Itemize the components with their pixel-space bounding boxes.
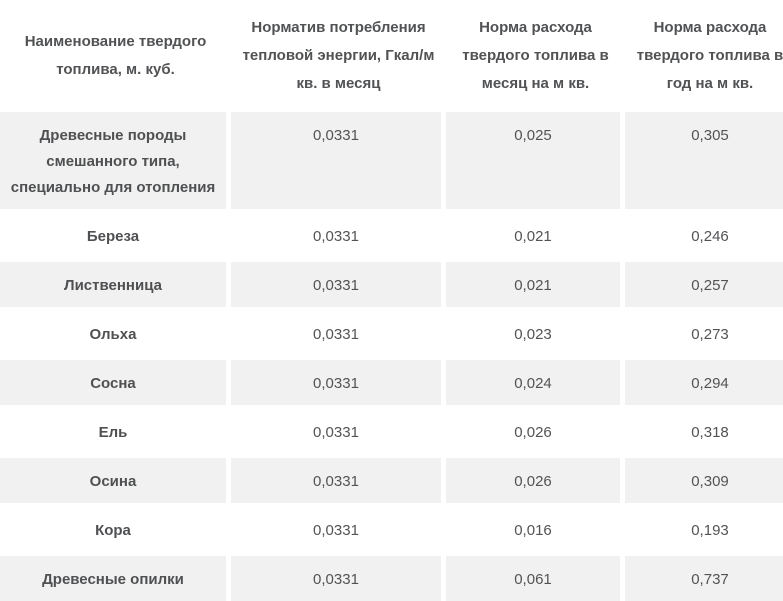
monthly-norm-cell: 0,025: [446, 112, 625, 213]
table-row: Ель 0,0331 0,026 0,318: [0, 409, 783, 458]
fuel-name-cell: Древесные породы смешанного типа, специа…: [0, 112, 231, 213]
heat-energy-norm-cell: 0,0331: [231, 507, 446, 556]
fuel-name-cell: Сосна: [0, 360, 231, 409]
monthly-norm-cell: 0,021: [446, 213, 625, 262]
yearly-norm-cell: 0,309: [625, 458, 783, 507]
monthly-norm-cell: 0,026: [446, 409, 625, 458]
monthly-norm-cell: 0,023: [446, 311, 625, 360]
fuel-name-cell: Осина: [0, 458, 231, 507]
fuel-name-cell: Ель: [0, 409, 231, 458]
table-row: Сосна 0,0331 0,024 0,294: [0, 360, 783, 409]
header-monthly-consumption-norm: Норма расхода твердого топлива в месяц н…: [446, 0, 625, 112]
table-row: Лиственница 0,0331 0,021 0,257: [0, 262, 783, 311]
header-yearly-consumption-norm: Норма расхода твердого топлива в год на …: [625, 0, 783, 112]
header-fuel-name: Наименование твердого топлива, м. куб.: [0, 0, 231, 112]
yearly-norm-cell: 0,737: [625, 556, 783, 601]
table-row: Древесные опилки 0,0331 0,061 0,737: [0, 556, 783, 601]
yearly-norm-cell: 0,305: [625, 112, 783, 213]
monthly-norm-cell: 0,026: [446, 458, 625, 507]
heat-energy-norm-cell: 0,0331: [231, 213, 446, 262]
yearly-norm-cell: 0,246: [625, 213, 783, 262]
fuel-name-cell: Древесные опилки: [0, 556, 231, 601]
table-body: Древесные породы смешанного типа, специа…: [0, 112, 783, 601]
header-row: Наименование твердого топлива, м. куб. Н…: [0, 0, 783, 112]
yearly-norm-cell: 0,294: [625, 360, 783, 409]
yearly-norm-cell: 0,257: [625, 262, 783, 311]
heat-energy-norm-cell: 0,0331: [231, 409, 446, 458]
table-row: Ольха 0,0331 0,023 0,273: [0, 311, 783, 360]
heat-energy-norm-cell: 0,0331: [231, 311, 446, 360]
yearly-norm-cell: 0,318: [625, 409, 783, 458]
heat-energy-norm-cell: 0,0331: [231, 262, 446, 311]
fuel-name-cell: Кора: [0, 507, 231, 556]
table-row: Кора 0,0331 0,016 0,193: [0, 507, 783, 556]
heat-energy-norm-cell: 0,0331: [231, 458, 446, 507]
fuel-name-cell: Береза: [0, 213, 231, 262]
monthly-norm-cell: 0,061: [446, 556, 625, 601]
header-heat-energy-norm: Норматив потребления тепловой энергии, Г…: [231, 0, 446, 112]
monthly-norm-cell: 0,016: [446, 507, 625, 556]
table-row: Береза 0,0331 0,021 0,246: [0, 213, 783, 262]
heat-energy-norm-cell: 0,0331: [231, 360, 446, 409]
yearly-norm-cell: 0,273: [625, 311, 783, 360]
heat-energy-norm-cell: 0,0331: [231, 556, 446, 601]
yearly-norm-cell: 0,193: [625, 507, 783, 556]
fuel-name-cell: Лиственница: [0, 262, 231, 311]
heat-energy-norm-cell: 0,0331: [231, 112, 446, 213]
monthly-norm-cell: 0,021: [446, 262, 625, 311]
table-row: Древесные породы смешанного типа, специа…: [0, 112, 783, 213]
fuel-name-cell: Ольха: [0, 311, 231, 360]
monthly-norm-cell: 0,024: [446, 360, 625, 409]
table-row: Осина 0,0331 0,026 0,309: [0, 458, 783, 507]
table-header: Наименование твердого топлива, м. куб. Н…: [0, 0, 783, 112]
